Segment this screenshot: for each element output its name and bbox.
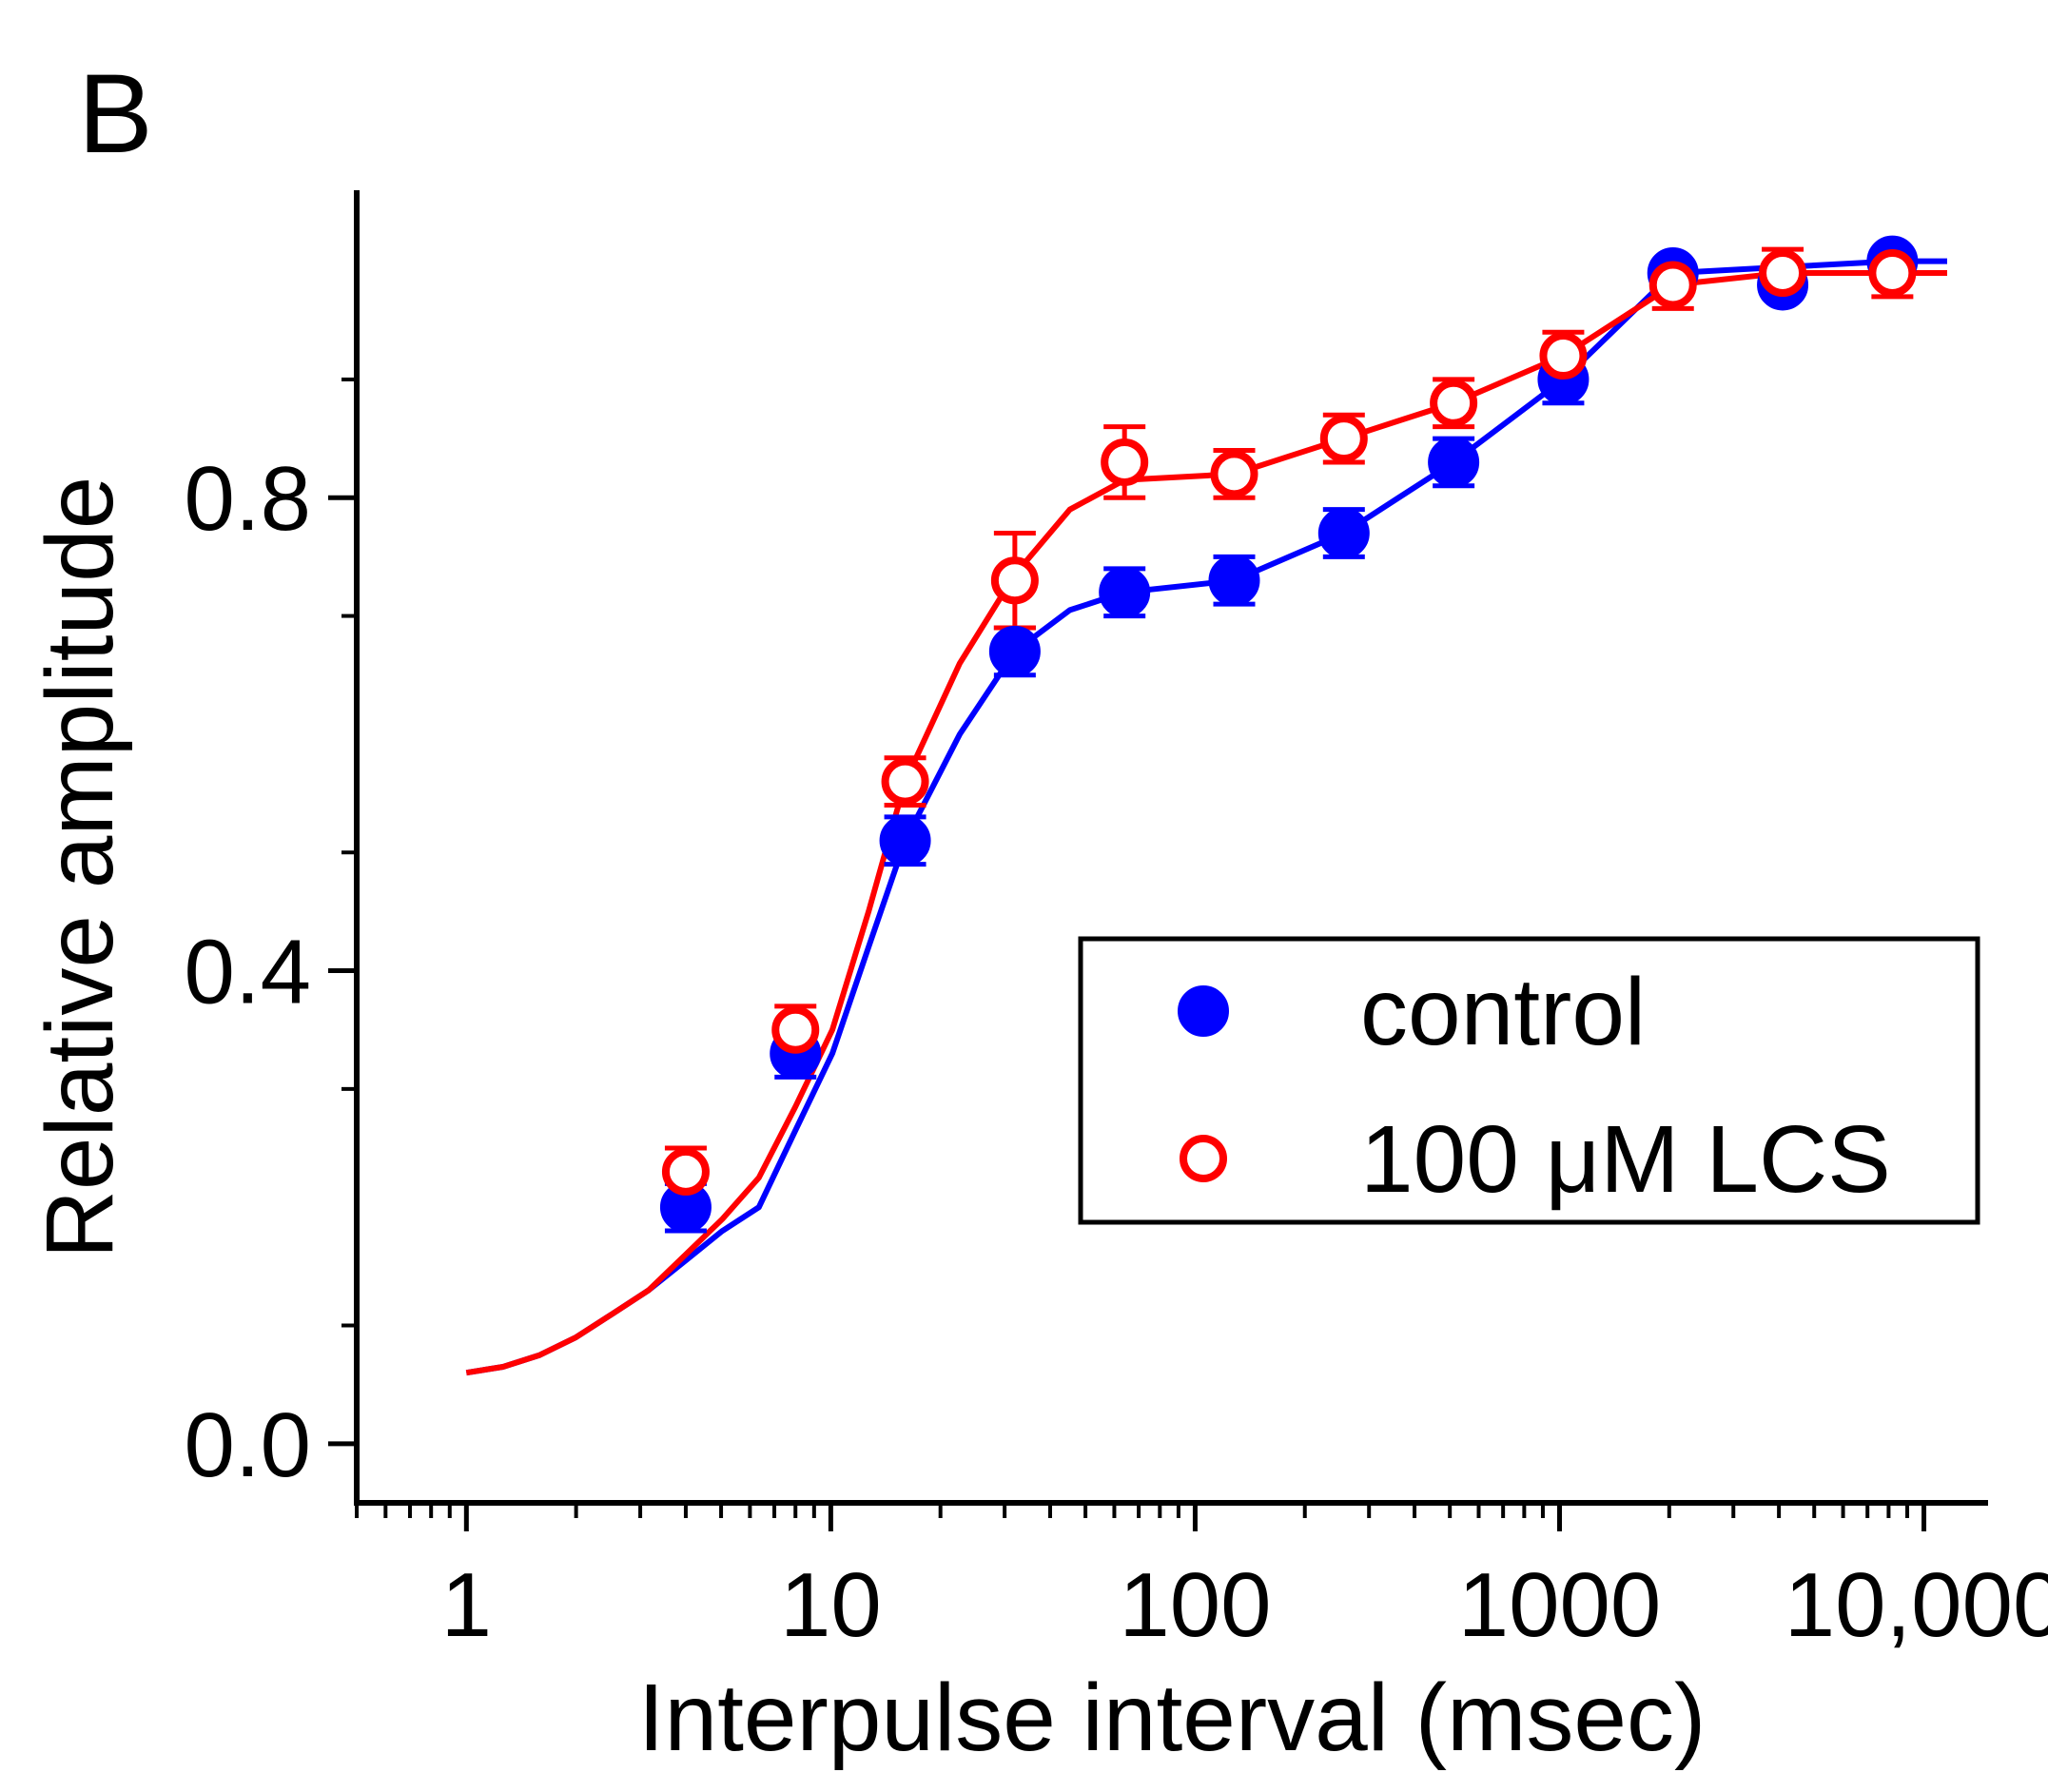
data-point-lcs <box>1210 450 1258 498</box>
data-point-control <box>1208 555 1260 607</box>
x-tick-label: 1 <box>441 1554 492 1656</box>
y-ticks: 0.0 0.4 0.8 <box>185 377 357 1496</box>
data-point-lcs <box>1430 379 1478 427</box>
data-point-control <box>879 814 931 867</box>
y-axis-title: Relative amplitude <box>27 477 133 1259</box>
legend-marker-control <box>1178 985 1229 1037</box>
y-tick-label: 0.4 <box>185 922 311 1023</box>
data-point-lcs <box>1759 249 1807 298</box>
panel-label: B <box>78 51 153 177</box>
legend: control 100 μM LCS <box>1078 936 1980 1225</box>
data-point-lcs <box>771 1005 820 1054</box>
legend-box <box>1078 936 1980 1225</box>
data-point-lcs <box>1868 249 1917 298</box>
x-tick-label: 10 <box>780 1554 882 1656</box>
legend-marker-lcs <box>1180 1135 1227 1182</box>
data-point-lcs <box>1539 332 1588 380</box>
data-point-control <box>1428 436 1480 488</box>
legend-label-lcs: 100 μM LCS <box>1360 1106 1891 1213</box>
data-point-lcs <box>661 1147 710 1196</box>
x-tick-label: 100 <box>1119 1554 1271 1656</box>
plot-area: 1 10 100 1000 10,000 0.0 0.4 0.8 <box>185 190 2048 1656</box>
data-point-lcs <box>990 556 1039 605</box>
data-point-lcs <box>1319 415 1368 463</box>
data-points <box>659 235 1919 1234</box>
data-point-control <box>988 625 1041 677</box>
legend-label-control: control <box>1360 959 1646 1065</box>
x-axis-title: Interpulse interval (msec) <box>638 1665 1707 1771</box>
data-point-control <box>1099 566 1151 618</box>
data-point-lcs <box>1648 261 1697 309</box>
x-minor-ticks <box>355 1503 1910 1518</box>
data-point-lcs <box>1101 438 1149 486</box>
x-tick-label: 1000 <box>1458 1554 1662 1656</box>
data-point-lcs <box>881 757 929 806</box>
x-major-ticks: 1 10 100 1000 10,000 <box>441 1503 2048 1656</box>
data-point-control <box>1317 507 1370 559</box>
y-tick-label: 0.8 <box>185 448 311 550</box>
x-tick-label: 10,000 <box>1785 1554 2048 1656</box>
y-tick-label: 0.0 <box>185 1394 311 1496</box>
